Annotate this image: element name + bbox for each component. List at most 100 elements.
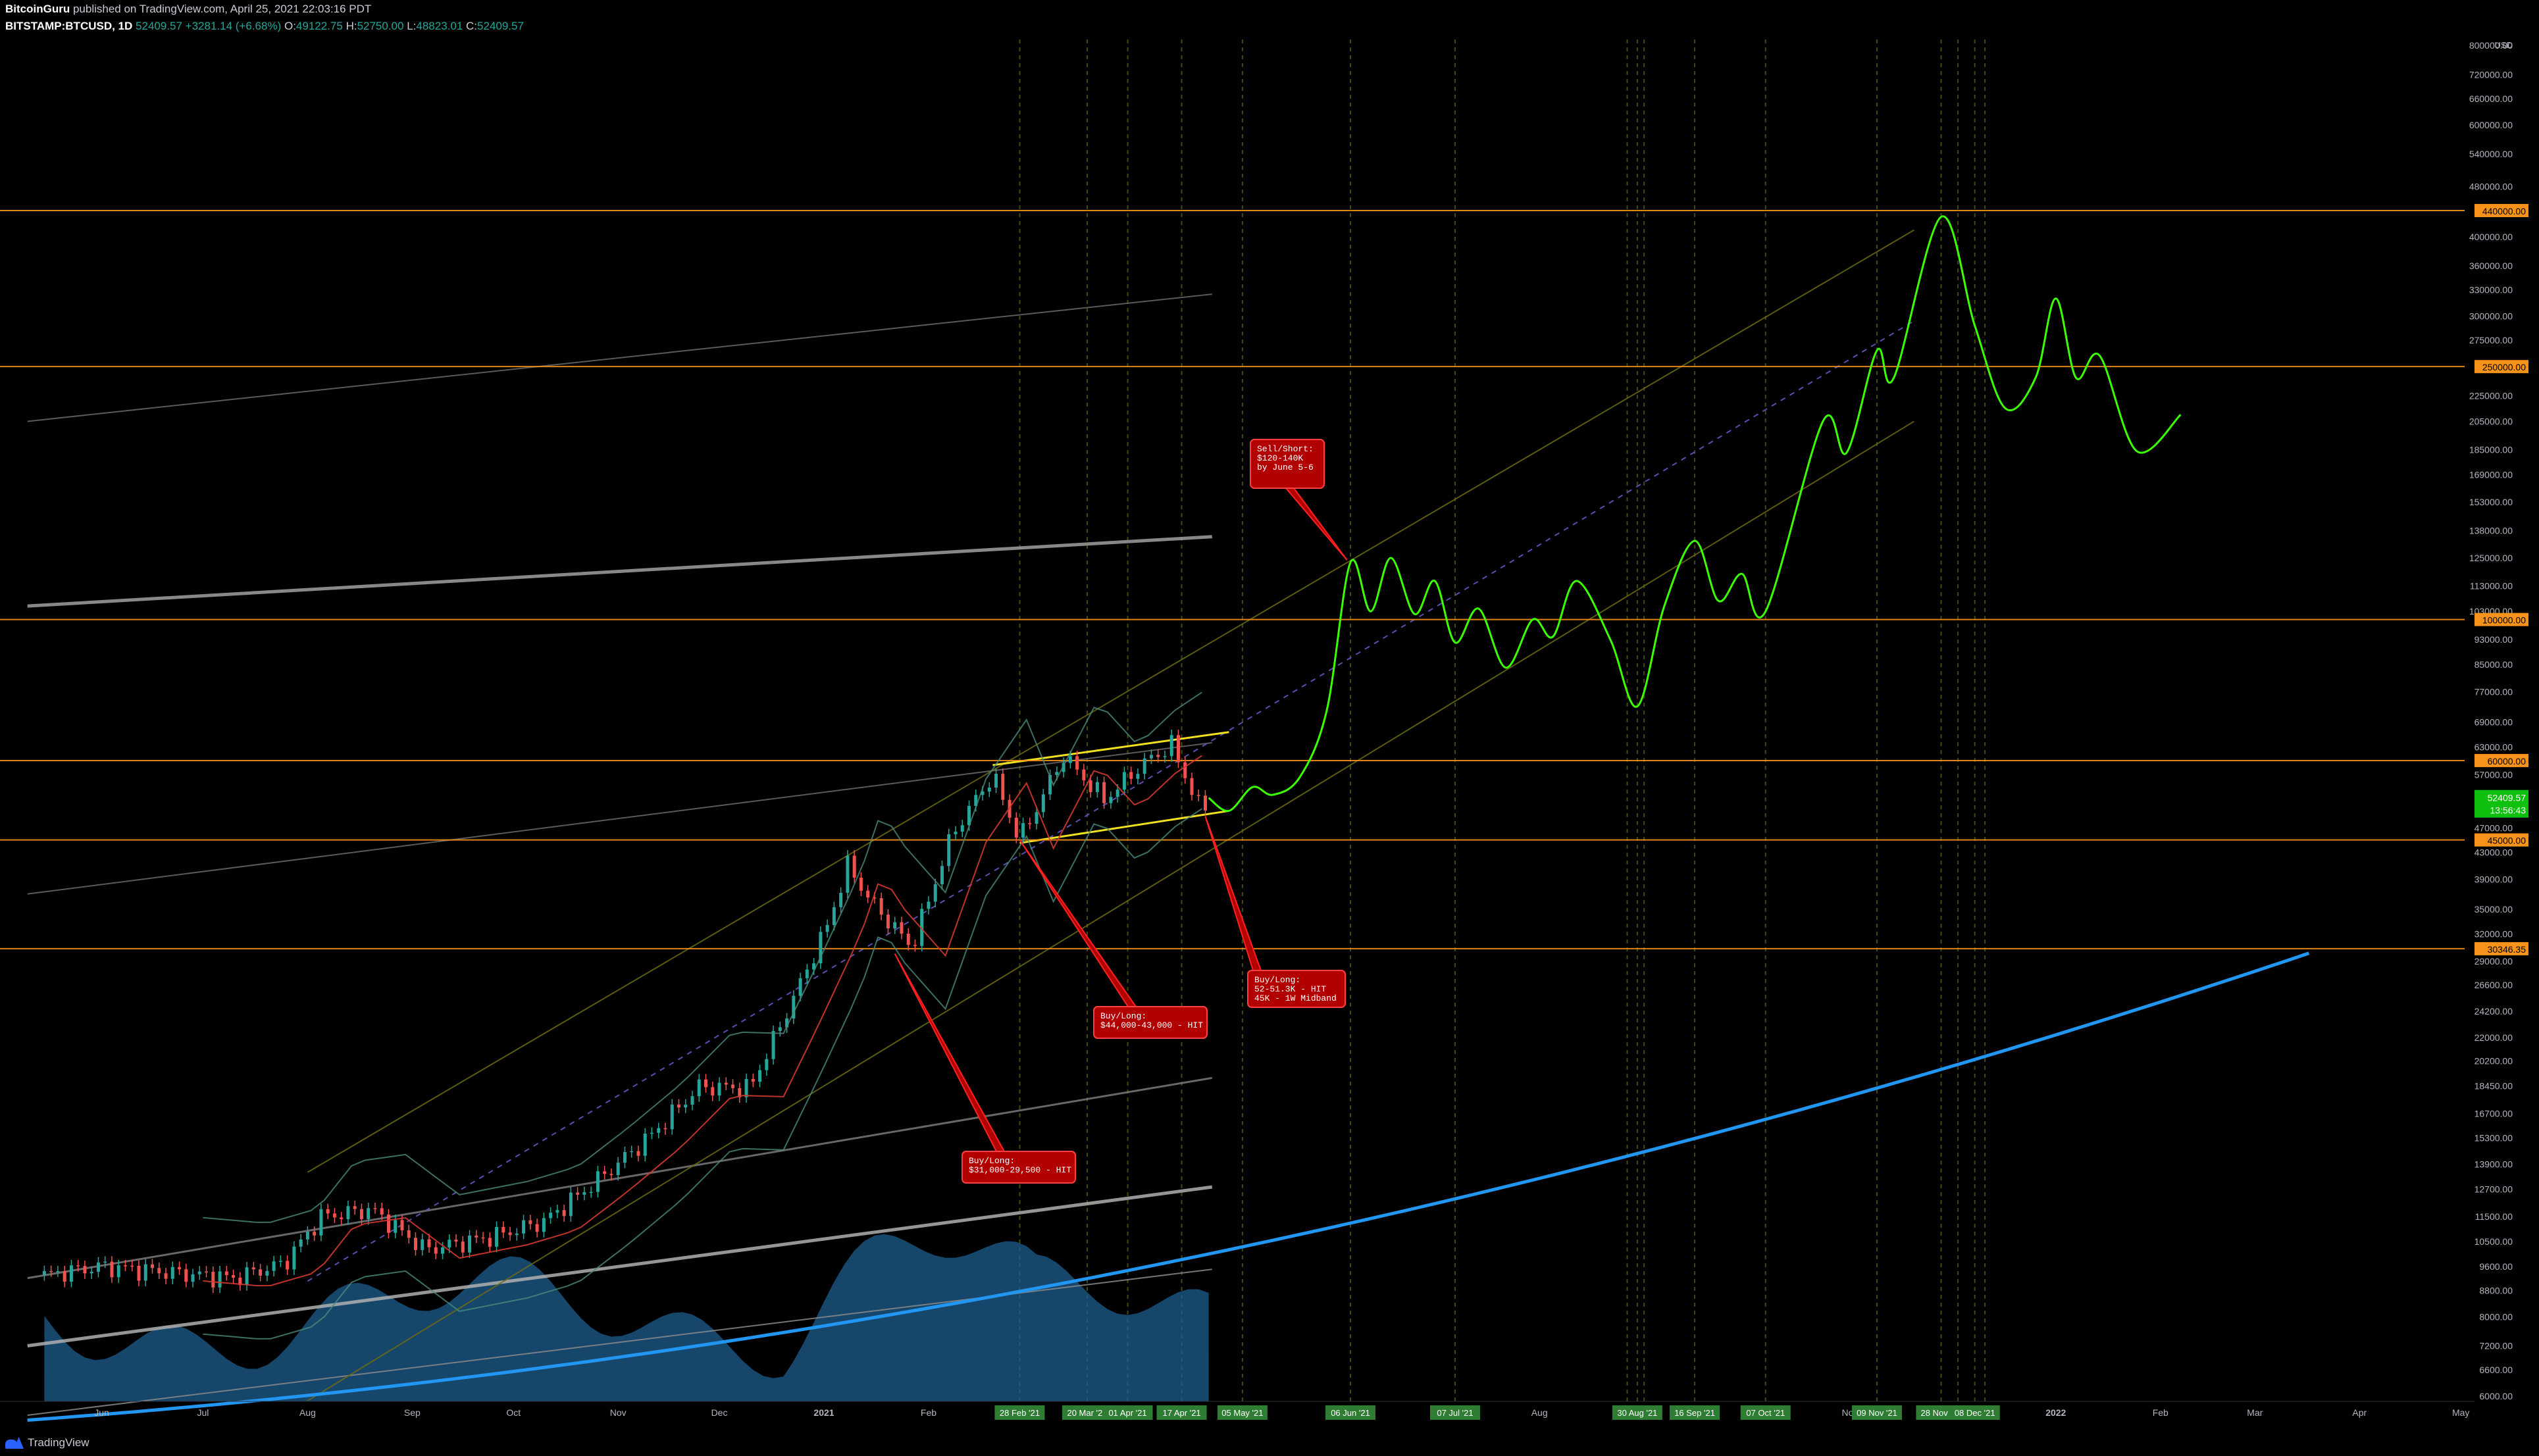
price-tick-label: 93000.00 <box>2475 634 2513 645</box>
time-tick-label: Feb <box>2153 1407 2168 1418</box>
price-tick-label: 85000.00 <box>2475 659 2513 670</box>
candle-body <box>326 1209 330 1214</box>
candle-body <box>265 1270 269 1276</box>
annotation-text: Sell/Short: <box>1257 444 1314 454</box>
candle-body <box>1089 780 1092 792</box>
annotation-callout[interactable]: Buy/Long:$31,000-29,500 - HIT <box>894 953 1076 1184</box>
price-level-badge <box>2475 613 2528 626</box>
price-tick-label: 360000.00 <box>2469 261 2513 271</box>
time-marker-label: 30 Aug '21 <box>1617 1408 1657 1418</box>
annotation-text: 52-51.3K - HIT <box>1254 984 1326 994</box>
candle-body <box>947 834 951 866</box>
candle-body <box>1149 755 1153 759</box>
candle-body <box>1122 772 1126 790</box>
candle-body <box>170 1267 174 1279</box>
candle-body <box>859 877 863 891</box>
annotation-callout[interactable]: Buy/Long:$44,000-43,000 - HIT <box>1019 840 1208 1039</box>
candle-body <box>413 1238 417 1250</box>
time-marker-label: 16 Sep '21 <box>1674 1408 1715 1418</box>
price-level-badge <box>2475 941 2528 955</box>
trend-line-lower-2 <box>27 1185 1213 1347</box>
price-level-label: 250000.00 <box>2482 362 2526 372</box>
candle-body <box>994 774 998 788</box>
candle-body <box>1176 735 1180 763</box>
price-axis[interactable] <box>2469 0 2539 1415</box>
price-tick-label: 125000.00 <box>2469 553 2513 563</box>
time-tick-label: Sep <box>404 1407 421 1418</box>
candle-body <box>549 1213 553 1218</box>
price-tick-label: 20200.00 <box>2475 1056 2513 1067</box>
time-marker-badge <box>1612 1405 1662 1420</box>
candle-body <box>879 898 883 915</box>
candle-body <box>340 1217 344 1219</box>
candle-body <box>717 1082 721 1096</box>
symbol-name[interactable]: BITSTAMP:BTCUSD, 1D <box>5 20 133 32</box>
time-marker-label: 06 Jun '21 <box>1331 1408 1370 1418</box>
price-change: +3281.14 (+6.68%) <box>185 20 282 32</box>
price-tick-label: 400000.00 <box>2469 232 2513 242</box>
price-tick-label: 800000.00 <box>2469 40 2513 51</box>
candle-body <box>1196 795 1200 796</box>
last-price-badge <box>2475 790 2528 818</box>
candle-body <box>474 1235 478 1238</box>
candle-body <box>1041 794 1045 813</box>
candle-body <box>616 1163 620 1175</box>
candle-body <box>49 1270 53 1272</box>
price-tick-label: 69000.00 <box>2475 716 2513 727</box>
annotation-text: by June 5-6 <box>1257 463 1314 472</box>
candle-body <box>259 1269 263 1276</box>
candle-body <box>110 1261 114 1278</box>
time-marker-badge <box>1102 1405 1153 1420</box>
author-name[interactable]: BitcoinGuru <box>5 3 70 15</box>
price-tick-label: 16700.00 <box>2475 1109 2513 1119</box>
candle-body <box>825 924 829 932</box>
candle-body <box>663 1128 667 1130</box>
candle-body <box>1095 782 1099 792</box>
candle-body <box>448 1240 451 1248</box>
candle-body <box>960 825 964 832</box>
candle-body <box>407 1230 411 1238</box>
publish-info: BitcoinGuru published on TradingView.com… <box>5 3 371 16</box>
candle-body <box>332 1213 336 1218</box>
price-tick-label: 8800.00 <box>2479 1285 2513 1295</box>
candle-body <box>1082 769 1086 781</box>
time-marker-label: 01 Apr '21 <box>1108 1408 1146 1418</box>
price-tick-label: 330000.00 <box>2469 285 2513 295</box>
candle-body <box>940 866 944 884</box>
bollinger-upper <box>203 691 1202 1223</box>
price-tick-label: 6600.00 <box>2479 1365 2513 1375</box>
open-value: 49122.75 <box>295 20 343 32</box>
time-tick-label: Mar <box>2247 1407 2263 1418</box>
candle-body <box>1163 756 1167 757</box>
candle-body <box>643 1134 647 1156</box>
candle-body <box>792 995 796 1019</box>
high-label: H: <box>346 20 357 32</box>
candle-body <box>373 1208 377 1209</box>
candle-body <box>508 1232 512 1236</box>
candle-body <box>56 1271 60 1272</box>
axis-unit-label: USD <box>2495 40 2513 50</box>
time-tick-label: Nov <box>610 1407 627 1418</box>
candle-body <box>677 1104 680 1108</box>
time-marker-badge <box>1217 1405 1268 1420</box>
candle-body <box>555 1210 559 1213</box>
time-marker-label: 17 Apr '21 <box>1163 1408 1201 1418</box>
candle-body <box>846 855 850 893</box>
candle-body <box>515 1233 519 1236</box>
candle-body <box>346 1206 350 1219</box>
time-tick-label: 2022 <box>2045 1407 2066 1418</box>
time-tick-label: Feb <box>921 1407 936 1418</box>
candle-body <box>731 1084 735 1088</box>
price-tick-label: 480000.00 <box>2469 182 2513 192</box>
price-tick-label: 6000.00 <box>2479 1391 2513 1401</box>
candle-body <box>191 1274 195 1282</box>
candle-body <box>987 788 991 792</box>
time-marker-badge <box>1062 1405 1112 1420</box>
candle-body <box>1203 795 1207 811</box>
price-tick-label: 540000.00 <box>2469 149 2513 159</box>
time-tick-label: Oct <box>506 1407 521 1418</box>
tradingview-footer[interactable]: TradingView <box>5 1436 90 1449</box>
